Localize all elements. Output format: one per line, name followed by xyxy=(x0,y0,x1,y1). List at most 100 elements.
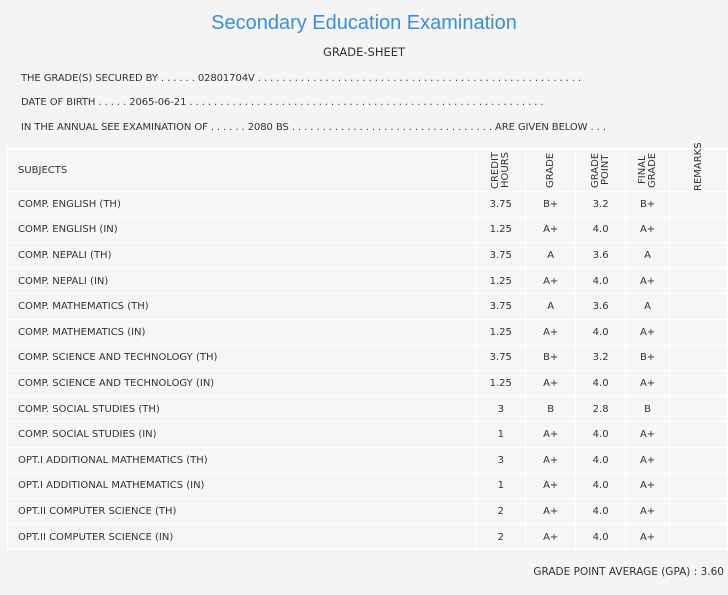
table-row: COMP. SCIENCE AND TECHNOLOGY (IN) 1.25 A+ 4… xyxy=(6,370,728,397)
table-cell: A+ xyxy=(625,498,671,525)
table-cell: COMP. MATHEMATICS (TH) xyxy=(6,293,477,320)
gpa-value: 3.60 xyxy=(700,566,724,578)
table-cell: A+ xyxy=(625,216,671,244)
table-cell: A+ xyxy=(625,370,671,397)
table-cell: A xyxy=(525,242,577,269)
table-cell: 3.2 xyxy=(575,191,627,218)
table-cell: COMP. NEPALI (TH) xyxy=(6,242,477,269)
table-cell: 2 xyxy=(475,523,527,551)
remarks-cell xyxy=(669,344,728,372)
table-cell: 3 xyxy=(475,395,527,423)
table-cell: A+ xyxy=(525,523,577,551)
table-cell: 1 xyxy=(475,472,527,500)
remarks-cell xyxy=(669,267,728,295)
table-cell: COMP. ENGLISH (IN) xyxy=(6,216,477,244)
table-row: OPT.II COMPUTER SCIENCE (IN) 2 A+ 4.0 A+ xyxy=(6,523,728,551)
table-cell: 1.25 xyxy=(475,370,527,397)
column-header: SUBJECTS xyxy=(6,148,477,192)
table-cell: COMP. SCIENCE AND TECHNOLOGY (TH) xyxy=(6,344,477,372)
remarks-cell xyxy=(669,242,728,269)
table-cell: OPT.II COMPUTER SCIENCE (TH) xyxy=(6,498,477,525)
table-cell: A+ xyxy=(625,267,671,295)
remarks-cell xyxy=(669,318,728,346)
column-header-text: CREDIT HOURS xyxy=(489,151,511,189)
table-cell: 4.0 xyxy=(575,523,627,551)
column-header: GRADE xyxy=(525,148,577,192)
table-cell: 4.0 xyxy=(575,421,627,448)
column-header-text: GRADE POINT xyxy=(589,152,611,188)
table-cell: 2.8 xyxy=(575,395,627,423)
remarks-cell xyxy=(669,293,728,320)
table-cell: B xyxy=(625,395,671,423)
table-cell: 3.6 xyxy=(575,242,627,269)
table-cell: 3.75 xyxy=(475,242,527,269)
gpa-label: GRADE POINT AVERAGE (GPA) : xyxy=(533,566,698,578)
table-row: COMP. SOCIAL STUDIES (TH) 3 B 2.8 B xyxy=(6,395,728,423)
table-cell: A+ xyxy=(525,446,577,474)
table-row: COMP. MATHEMATICS (TH) 3.75 A 3.6 A xyxy=(6,293,728,320)
table-cell: 1 xyxy=(475,421,527,448)
table-cell: A+ xyxy=(625,446,671,474)
remarks-cell xyxy=(669,421,728,448)
column-header: REMARKS xyxy=(669,142,728,192)
table-cell: A+ xyxy=(625,472,671,500)
table-cell: 3.75 xyxy=(475,344,527,372)
grade-table: SUBJECTS CREDIT HOURS GRADE GRADE POINT … xyxy=(6,142,728,551)
table-cell: OPT.I ADDITIONAL MATHEMATICS (TH) xyxy=(6,446,477,474)
table-cell: 1.25 xyxy=(475,267,527,295)
column-header: FINAL GRADE xyxy=(625,148,671,192)
remarks-cell xyxy=(669,472,728,500)
table-row: COMP. NEPALI (TH) 3.75 A 3.6 A xyxy=(6,242,728,269)
table-cell: 4.0 xyxy=(575,498,627,525)
remarks-cell xyxy=(669,216,728,244)
info-line: IN THE ANNUAL SEE EXAMINATION OF . . . .… xyxy=(21,122,606,133)
table-row: COMP. SOCIAL STUDIES (IN) 1 A+ 4.0 A+ xyxy=(6,421,728,448)
table-cell: A+ xyxy=(525,370,577,397)
column-header-text: REMARKS xyxy=(692,142,704,191)
table-cell: B xyxy=(525,395,577,423)
table-row: OPT.II COMPUTER SCIENCE (TH) 2 A+ 4.0 A+ xyxy=(6,498,728,525)
table-cell: A+ xyxy=(525,318,577,346)
remarks-cell xyxy=(669,191,728,218)
table-body: COMP. ENGLISH (TH) 3.75 B+ 3.2 B+ COMP. ENGLI… xyxy=(6,191,728,551)
table-cell: 3.75 xyxy=(475,293,527,320)
table-row: OPT.I ADDITIONAL MATHEMATICS (IN) 1 A+ 4.0 A… xyxy=(6,472,728,500)
table-cell: COMP. MATHEMATICS (IN) xyxy=(6,318,477,346)
table-row: COMP. NEPALI (IN) 1.25 A+ 4.0 A+ xyxy=(6,267,728,295)
table-cell: B+ xyxy=(625,191,671,218)
table-cell: 1.25 xyxy=(475,216,527,244)
table-cell: A+ xyxy=(525,472,577,500)
column-header-text: FINAL GRADE xyxy=(636,152,658,188)
table-cell: COMP. NEPALI (IN) xyxy=(6,267,477,295)
table-cell: A xyxy=(525,293,577,320)
table-cell: COMP. SCIENCE AND TECHNOLOGY (IN) xyxy=(6,370,477,397)
table-cell: 2 xyxy=(475,498,527,525)
table-cell: OPT.I ADDITIONAL MATHEMATICS (IN) xyxy=(6,472,477,500)
table-cell: COMP. SOCIAL STUDIES (TH) xyxy=(6,395,477,423)
table-cell: 4.0 xyxy=(575,318,627,346)
column-header: CREDIT HOURS xyxy=(475,148,527,192)
table-cell: 4.0 xyxy=(575,267,627,295)
table-cell: A+ xyxy=(525,498,577,525)
info-line: THE GRADE(S) SECURED BY . . . . . . 0280… xyxy=(21,73,582,84)
remarks-cell xyxy=(669,523,728,551)
table-cell: COMP. ENGLISH (TH) xyxy=(6,191,477,218)
info-line: DATE OF BIRTH . . . . . 2065-06-21 . . .… xyxy=(21,97,544,108)
remarks-cell xyxy=(669,498,728,525)
table-cell: B+ xyxy=(625,344,671,372)
table-cell: 4.0 xyxy=(575,370,627,397)
column-header-text: GRADE xyxy=(544,152,556,188)
table-cell: A xyxy=(625,242,671,269)
remarks-cell xyxy=(669,446,728,474)
table-cell: B+ xyxy=(525,191,577,218)
table-cell: 3.75 xyxy=(475,191,527,218)
table-cell: A+ xyxy=(625,318,671,346)
table-cell: 3 xyxy=(475,446,527,474)
table-cell: A+ xyxy=(625,421,671,448)
table-cell: COMP. SOCIAL STUDIES (IN) xyxy=(6,421,477,448)
table-cell: 4.0 xyxy=(575,216,627,244)
column-header: GRADE POINT xyxy=(575,148,627,192)
table-cell: A+ xyxy=(525,216,577,244)
title: Secondary Education Examination xyxy=(211,12,517,34)
